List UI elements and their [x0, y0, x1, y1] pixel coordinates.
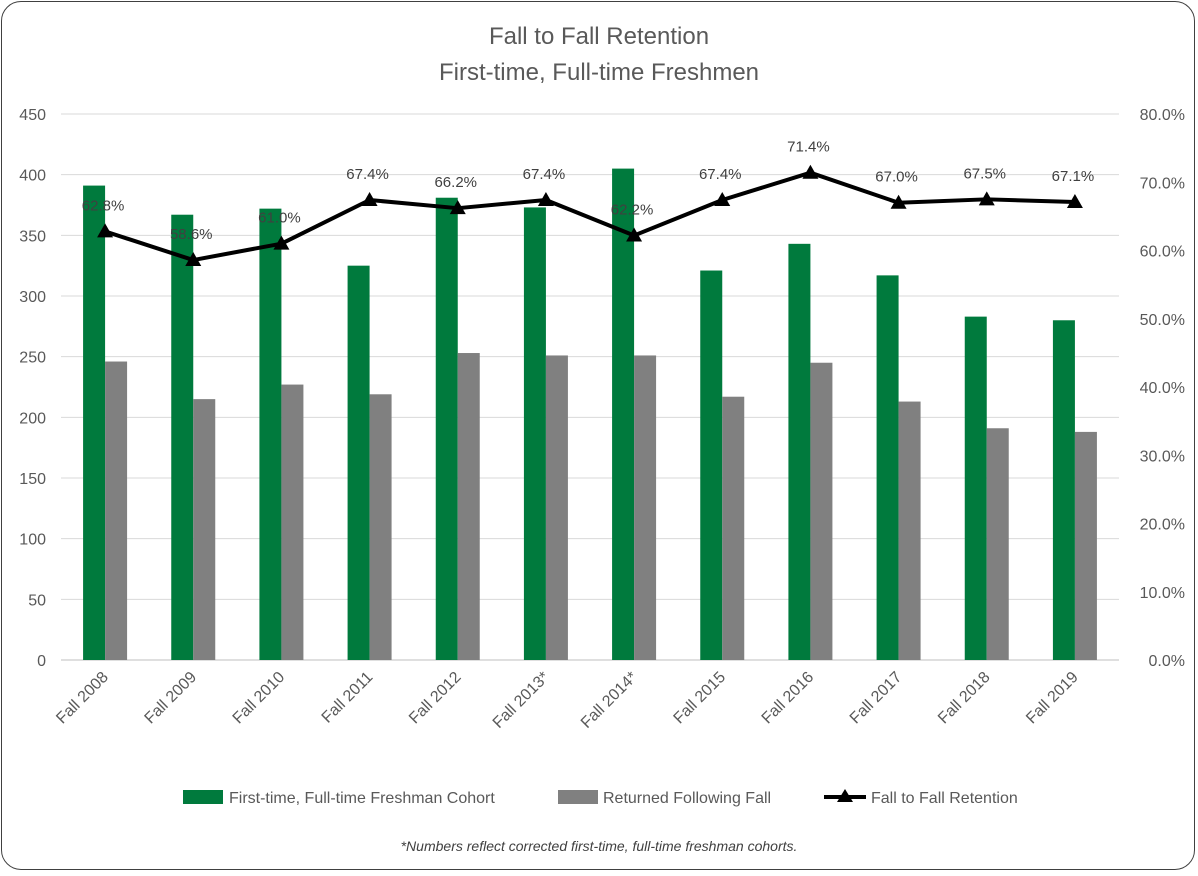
legend-label-cohort: First-time, Full-time Freshman Cohort — [229, 790, 495, 807]
legend-label-returned: Returned Following Fall — [603, 790, 771, 807]
legend-marker-triangle-icon — [837, 789, 853, 802]
bar-returned — [898, 401, 921, 660]
bar-returned — [369, 394, 392, 660]
bar-returned — [281, 384, 304, 660]
bar-returned — [1074, 431, 1097, 660]
retention-marker-triangle-icon — [361, 191, 378, 206]
retention-marker-triangle-icon — [97, 223, 114, 238]
retention-data-label: 71.4% — [787, 139, 830, 156]
retention-marker-triangle-icon — [626, 227, 643, 242]
left-tick-label: 200 — [19, 410, 46, 427]
bar-cohort — [347, 265, 370, 660]
right-tick-label: 0.0% — [1149, 653, 1185, 670]
x-tick-label: Fall 2014* — [578, 669, 641, 732]
bar-returned — [193, 399, 216, 660]
left-tick-label: 350 — [19, 228, 46, 245]
retention-data-label: 67.0% — [875, 169, 918, 186]
x-tick-label: Fall 2009 — [142, 669, 201, 728]
right-tick-label: 50.0% — [1140, 312, 1185, 329]
retention-line: 62.8% 58.6% 61.0% 67.4% 66.2% 67.4% 62.2% 67.4%… — [82, 139, 1095, 267]
right-axis: 0.0% 10.0% 20.0% 30.0% 40.0% 50.0% 60.0% 70.0% 8… — [1140, 107, 1185, 670]
legend-label-retention: Fall to Fall Retention — [871, 790, 1018, 807]
retention-marker-triangle-icon — [273, 235, 290, 250]
bar-cohort — [523, 207, 546, 660]
retention-marker-triangle-icon — [890, 194, 907, 209]
bar-cohort — [876, 275, 899, 660]
bar-returned — [634, 355, 657, 660]
gridlines — [61, 113, 1119, 661]
bar-returned — [105, 361, 128, 660]
x-tick-label: Fall 2011 — [319, 669, 377, 727]
x-tick-label: Fall 2012 — [406, 669, 465, 728]
right-tick-label: 60.0% — [1140, 244, 1185, 261]
bar-cohort — [612, 168, 635, 660]
retention-marker-triangle-icon — [802, 164, 819, 179]
legend: First-time, Full-time Freshman Cohort Re… — [183, 789, 1018, 807]
x-tick-label: Fall 2016 — [759, 669, 818, 728]
chart-title-line2: First-time, Full-time Freshmen — [439, 59, 759, 86]
legend-swatch-returned — [558, 790, 598, 804]
bar-returned — [986, 428, 1009, 660]
retention-data-label: 67.4% — [346, 166, 389, 183]
x-tick-label: Fall 2013* — [490, 669, 553, 732]
right-tick-label: 80.0% — [1140, 107, 1185, 124]
left-tick-label: 0 — [37, 653, 46, 670]
left-tick-label: 450 — [19, 107, 46, 124]
retention-marker-triangle-icon — [714, 191, 731, 206]
retention-marker-triangle-icon — [1066, 194, 1083, 209]
bar-returned — [722, 396, 745, 660]
right-tick-label: 70.0% — [1140, 175, 1185, 192]
bar-cohort — [788, 243, 811, 660]
left-tick-label: 400 — [19, 168, 46, 185]
retention-data-label: 58.6% — [170, 226, 213, 243]
retention-polyline — [104, 170, 1075, 263]
retention-data-label: 66.2% — [434, 174, 477, 191]
right-tick-label: 20.0% — [1140, 517, 1185, 534]
x-tick-label: Fall 2008 — [53, 669, 112, 728]
retention-marker-triangle-icon — [978, 191, 995, 206]
retention-marker-triangle-icon — [537, 191, 554, 206]
bar-returned — [810, 362, 833, 660]
x-tick-label: Fall 2018 — [935, 669, 994, 728]
bar-returned — [545, 355, 568, 660]
x-tick-label: Fall 2010 — [230, 669, 289, 728]
retention-data-label: 67.1% — [1052, 168, 1095, 185]
left-tick-label: 50 — [28, 592, 46, 609]
retention-data-label: 61.0% — [258, 210, 301, 227]
bar-cohort — [964, 316, 987, 660]
retention-data-label: 67.4% — [699, 166, 742, 183]
right-tick-label: 40.0% — [1140, 380, 1185, 397]
x-axis: Fall 2008 Fall 2009 Fall 2010 Fall 2011 Fall… — [53, 669, 1081, 732]
left-tick-label: 250 — [19, 350, 46, 367]
legend-swatch-cohort — [183, 790, 223, 804]
chart-title-line1: Fall to Fall Retention — [489, 23, 709, 50]
bar-cohort — [171, 214, 194, 660]
footnote: *Numbers reflect corrected first-time, f… — [401, 838, 798, 854]
x-tick-label: Fall 2019 — [1023, 669, 1082, 728]
retention-data-label: 67.5% — [963, 165, 1006, 182]
bar-cohort — [259, 208, 282, 660]
left-tick-label: 300 — [19, 289, 46, 306]
left-axis: 0 50 100 150 200 250 300 350 400 450 — [19, 107, 46, 670]
retention-data-label: 67.4% — [523, 166, 566, 183]
x-tick-label: Fall 2015 — [671, 669, 730, 728]
retention-marker-triangle-icon — [449, 200, 466, 215]
bar-cohort — [700, 270, 723, 660]
bar-cohort — [83, 185, 106, 660]
retention-data-label: 62.2% — [611, 201, 654, 218]
x-tick-label: Fall 2017 — [847, 669, 906, 728]
bars — [83, 168, 1097, 660]
bar-cohort — [1052, 320, 1075, 660]
right-tick-label: 10.0% — [1140, 585, 1185, 602]
retention-data-label: 62.8% — [82, 197, 125, 214]
left-tick-label: 150 — [19, 471, 46, 488]
retention-marker-triangle-icon — [185, 252, 202, 267]
right-tick-label: 30.0% — [1140, 448, 1185, 465]
left-tick-label: 100 — [19, 532, 46, 549]
bar-cohort — [435, 197, 458, 660]
bar-returned — [457, 353, 480, 660]
